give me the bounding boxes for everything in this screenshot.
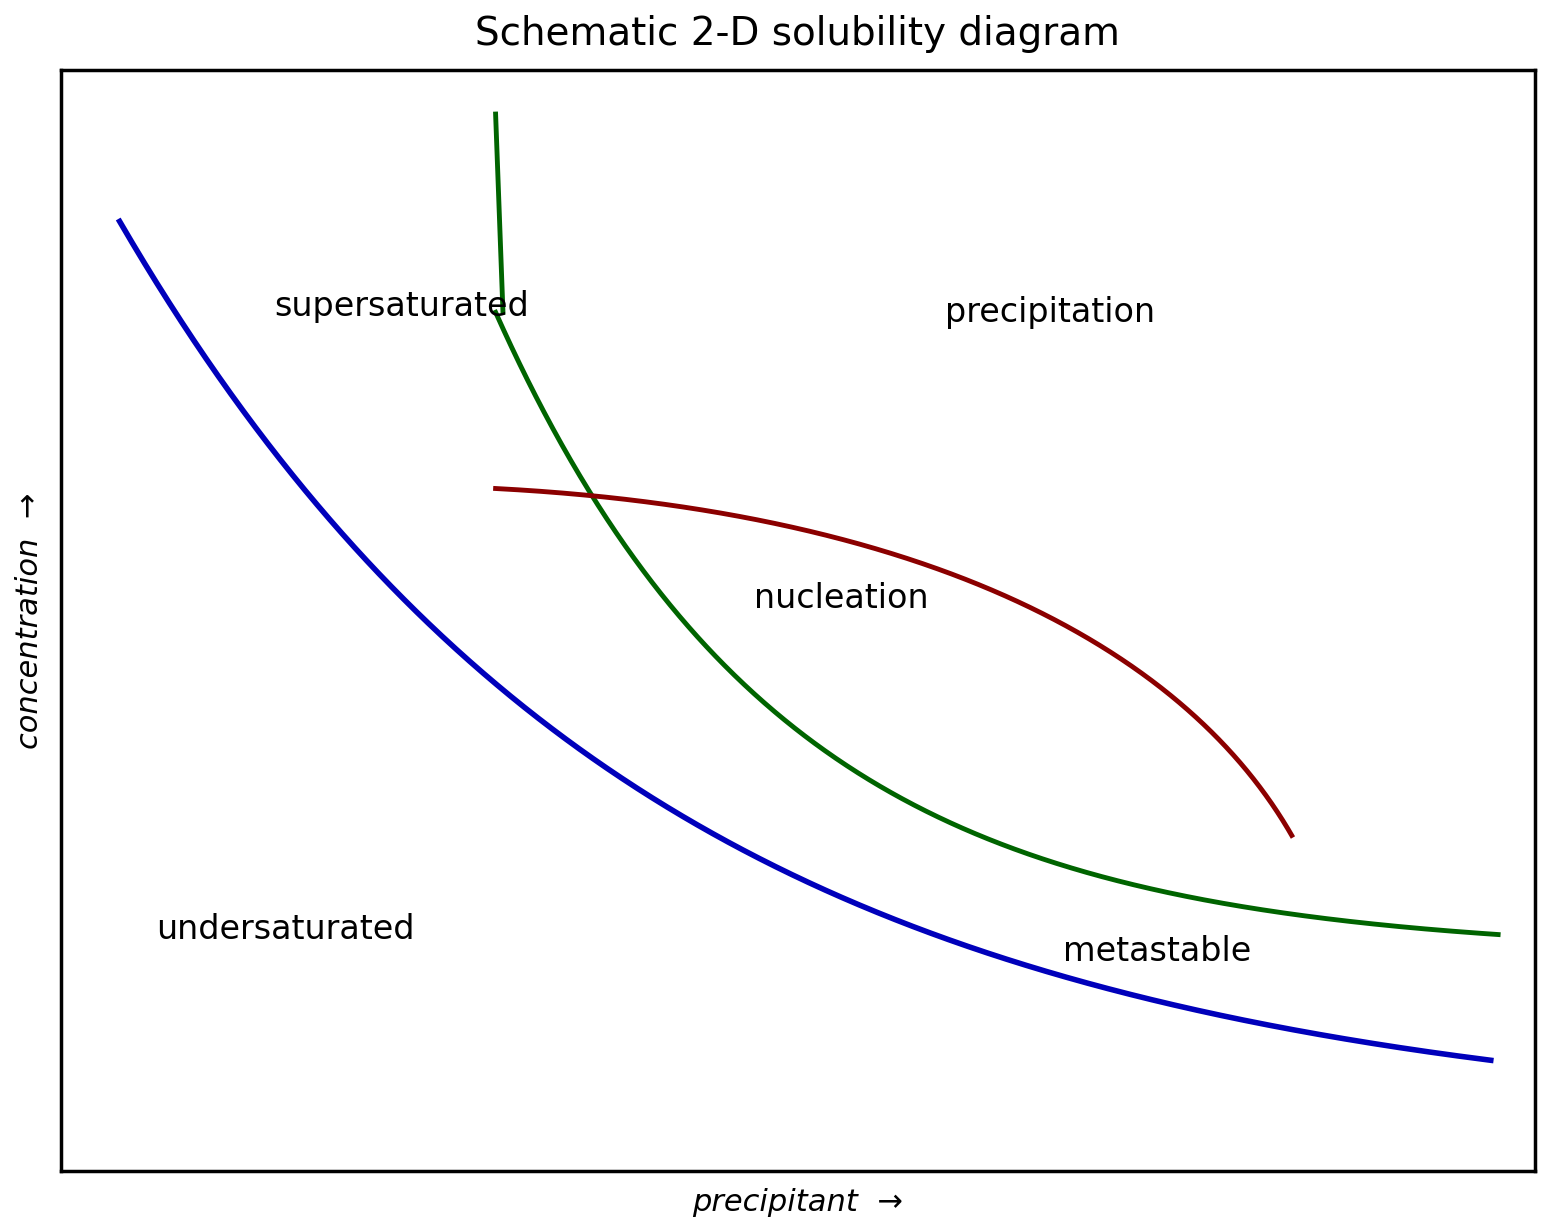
Text: precipitation: precipitation — [946, 296, 1155, 329]
Text: metastable: metastable — [1063, 935, 1251, 967]
Text: nucleation: nucleation — [753, 583, 928, 615]
Text: undersaturated: undersaturated — [157, 913, 415, 945]
Text: supersaturated: supersaturated — [274, 291, 529, 323]
X-axis label: precipitant  →: precipitant → — [693, 1188, 904, 1217]
Title: Schematic 2-D solubility diagram: Schematic 2-D solubility diagram — [476, 15, 1121, 53]
Y-axis label: concentration  →: concentration → — [16, 493, 43, 749]
